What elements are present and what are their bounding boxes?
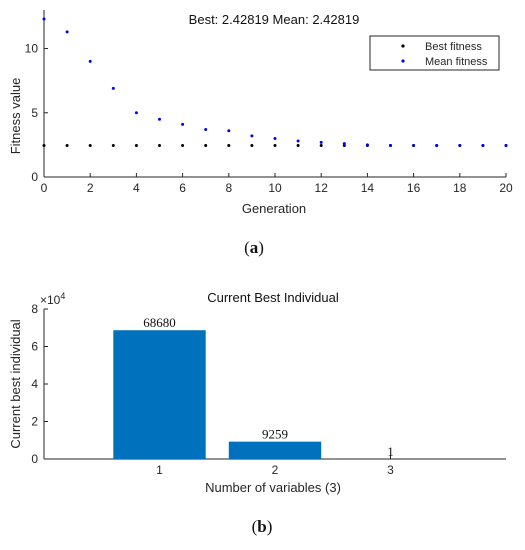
mean-fitness-point	[134, 111, 138, 115]
panel-b-best-individual-chart: Current Best Individual ×104 0 2 4 6 8 1 2 3 6…	[8, 290, 506, 495]
panel-a-x-ticks: 0 2 4 6 8 10 12 14 16 18 20	[41, 173, 513, 195]
panel-b-title: Current Best Individual	[207, 290, 339, 305]
mean-fitness-point	[227, 129, 231, 133]
mean-fitness-point	[296, 139, 300, 143]
panel-b-y-ticks: 0 2 4 6 8	[31, 302, 48, 466]
y-tick-label: 6	[31, 340, 38, 354]
best-fitness-point	[204, 144, 208, 148]
mean-fitness-point	[389, 144, 392, 148]
best-fitness-point	[250, 144, 254, 148]
panel-a-y-ticks: 0 5 10	[25, 42, 48, 184]
best-fitness-point	[111, 144, 115, 148]
mean-fitness-point	[342, 142, 346, 146]
x-tick-label: 0	[41, 181, 48, 195]
mean-fitness-point	[181, 122, 185, 126]
panel-b-y-axis-label: Current best individual	[8, 319, 23, 448]
panel-a-data-points	[42, 17, 508, 148]
best-fitness-point	[42, 144, 46, 148]
best-fitness-point	[296, 144, 300, 148]
mean-fitness-point	[250, 134, 254, 138]
best-fitness-point	[134, 144, 138, 148]
mean-fitness-point	[42, 17, 46, 21]
best-fitness-point	[181, 144, 185, 148]
caption-b: (b)	[252, 517, 273, 536]
y-tick-label: 0	[31, 452, 38, 466]
panel-b-bars	[113, 330, 437, 459]
best-fitness-point	[158, 144, 161, 148]
panel-a-x-axis-label: Generation	[242, 201, 306, 216]
bar-value-label: 1	[387, 444, 394, 459]
bar-value-label: 68680	[143, 315, 176, 330]
panel-b-y-exponent: ×104	[40, 291, 65, 307]
mean-fitness-point	[481, 144, 485, 148]
best-fitness-point	[88, 144, 92, 148]
x-tick-label: 12	[315, 181, 329, 195]
panel-b-x-axis-label: Number of variables (3)	[205, 480, 341, 495]
best-fitness-point	[227, 144, 231, 148]
panel-a-legend: Best fitness Mean fitness	[369, 35, 500, 71]
best-fitness-point	[319, 144, 323, 148]
bar-variable-1	[113, 330, 206, 459]
mean-fitness-point	[65, 30, 69, 34]
panel-a-title: Best: 2.42819 Mean: 2.42819	[189, 12, 360, 27]
y-tick-label: 2	[31, 415, 38, 429]
x-tick-label: 16	[407, 181, 421, 195]
bar-variable-2	[228, 441, 322, 459]
x-tick-label: 8	[225, 181, 232, 195]
mean-fitness-point	[204, 127, 208, 131]
legend-marker-best-fitness	[401, 44, 405, 48]
y-tick-label: 4	[31, 377, 38, 391]
x-tick-label: 20	[499, 181, 513, 195]
mean-fitness-point	[435, 144, 439, 148]
x-tick-label: 3	[387, 463, 394, 477]
mean-fitness-point	[111, 86, 115, 90]
x-tick-label: 10	[268, 181, 282, 195]
mean-fitness-point	[88, 59, 92, 63]
x-tick-label: 2	[87, 181, 94, 195]
legend-marker-mean-fitness	[401, 59, 405, 63]
x-tick-label: 6	[179, 181, 186, 195]
x-tick-label: 4	[133, 181, 140, 195]
y-tick-label: 0	[31, 170, 38, 184]
legend-label-mean-fitness: Mean fitness	[425, 56, 488, 68]
mean-fitness-point	[319, 140, 323, 144]
y-tick-label: 5	[31, 106, 38, 120]
best-fitness-point	[273, 144, 277, 148]
bar-value-label: 9259	[262, 427, 288, 442]
mean-fitness-point	[504, 144, 508, 148]
legend-box	[369, 35, 500, 71]
caption-a: (a)	[244, 238, 264, 257]
legend-label-best-fitness: Best fitness	[425, 41, 482, 53]
mean-fitness-point	[273, 136, 277, 140]
panel-a-y-axis-label: Fitness value	[8, 78, 23, 155]
mean-fitness-point	[365, 143, 369, 147]
y-tick-label: 8	[31, 302, 38, 316]
x-tick-label: 2	[272, 463, 279, 477]
panel-b-bar-value-labels: 68680 9259 1	[143, 315, 394, 459]
panel-a-axes	[43, 10, 506, 178]
x-tick-label: 14	[361, 181, 375, 195]
x-tick-label: 1	[156, 463, 163, 477]
y-tick-label: 10	[25, 42, 39, 56]
mean-fitness-point	[412, 144, 416, 148]
x-tick-label: 18	[453, 181, 467, 195]
mean-fitness-point	[158, 117, 161, 121]
best-fitness-point	[65, 144, 69, 148]
panel-a-fitness-plot: Best: 2.42819 Mean: 2.42819 0 2 4 6 8 10 12 14 1…	[8, 10, 513, 216]
mean-fitness-point	[458, 144, 462, 148]
